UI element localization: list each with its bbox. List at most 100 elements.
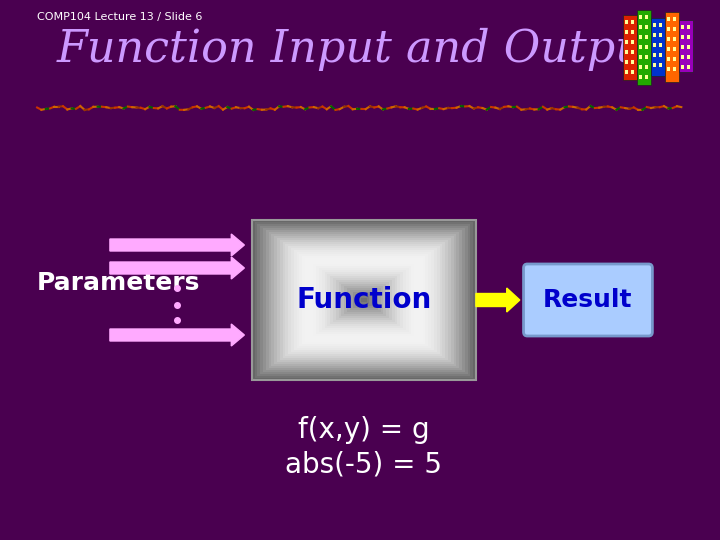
Text: COMP104 Lecture 13 / Slide 6: COMP104 Lecture 13 / Slide 6	[37, 12, 202, 22]
FancyArrow shape	[110, 234, 244, 256]
Bar	[277, 238, 451, 362]
Bar	[645, 55, 648, 59]
Bar	[625, 60, 628, 64]
Bar	[687, 35, 690, 39]
Bar	[305, 258, 423, 342]
Bar	[687, 55, 690, 59]
Bar	[681, 45, 684, 49]
Bar	[667, 67, 670, 71]
Bar	[687, 65, 690, 69]
Bar	[300, 254, 428, 346]
Bar	[673, 67, 676, 71]
Bar	[313, 264, 414, 336]
Bar	[333, 278, 395, 322]
Bar	[673, 17, 676, 21]
Text: Function: Function	[296, 286, 431, 314]
Bar	[263, 228, 464, 372]
Bar	[659, 43, 662, 47]
Text: abs(-5) = 5: abs(-5) = 5	[285, 451, 442, 479]
Bar	[680, 20, 693, 72]
Bar	[280, 240, 448, 360]
Bar	[667, 17, 670, 21]
Bar	[291, 248, 437, 352]
Bar	[659, 23, 662, 27]
Bar	[639, 35, 642, 39]
Bar	[252, 220, 476, 380]
Bar	[645, 25, 648, 29]
Bar	[319, 268, 409, 332]
Bar	[625, 70, 628, 74]
Bar	[653, 63, 656, 67]
Bar	[631, 50, 634, 54]
Bar	[344, 286, 384, 314]
Bar	[625, 20, 628, 24]
Bar	[673, 57, 676, 61]
Bar	[266, 230, 462, 370]
Bar	[353, 292, 375, 308]
Bar	[673, 27, 676, 31]
Bar	[681, 25, 684, 29]
Bar	[347, 288, 381, 312]
Bar	[625, 30, 628, 34]
FancyArrow shape	[110, 324, 244, 346]
Bar	[310, 262, 417, 338]
Bar	[653, 23, 656, 27]
Bar	[350, 290, 378, 310]
Bar	[659, 33, 662, 37]
Bar	[297, 252, 431, 348]
Bar	[624, 15, 636, 80]
Bar	[652, 18, 665, 76]
Bar	[322, 270, 406, 330]
Bar	[631, 70, 634, 74]
Bar	[667, 47, 670, 51]
Bar	[631, 60, 634, 64]
Bar	[659, 63, 662, 67]
Text: Function Input and Output: Function Input and Output	[56, 28, 662, 71]
Bar	[639, 25, 642, 29]
Bar	[667, 27, 670, 31]
Bar	[252, 220, 476, 380]
Bar	[271, 234, 456, 366]
Bar	[653, 43, 656, 47]
Bar	[631, 30, 634, 34]
Bar	[645, 45, 648, 49]
FancyArrow shape	[110, 257, 244, 279]
Bar	[653, 33, 656, 37]
Bar	[639, 65, 642, 69]
Bar	[336, 280, 392, 320]
Bar	[274, 236, 454, 364]
Bar	[258, 224, 470, 376]
Text: Parameters: Parameters	[37, 271, 200, 295]
Text: Result: Result	[543, 288, 633, 312]
Bar	[637, 10, 650, 85]
Bar	[639, 15, 642, 19]
Bar	[255, 222, 473, 378]
Bar	[328, 274, 400, 326]
Bar	[308, 260, 420, 340]
Bar	[639, 75, 642, 79]
Bar	[673, 47, 676, 51]
Bar	[359, 296, 369, 304]
Bar	[681, 65, 684, 69]
Bar	[645, 15, 648, 19]
Bar	[667, 37, 670, 41]
Bar	[625, 50, 628, 54]
FancyBboxPatch shape	[523, 264, 652, 336]
Bar	[639, 45, 642, 49]
Bar	[283, 242, 445, 358]
Bar	[288, 246, 439, 354]
Bar	[653, 53, 656, 57]
FancyArrow shape	[476, 288, 520, 312]
Bar	[325, 272, 403, 328]
Bar	[285, 244, 442, 356]
Bar	[645, 35, 648, 39]
Bar	[681, 35, 684, 39]
Bar	[625, 40, 628, 44]
Bar	[687, 45, 690, 49]
Bar	[645, 65, 648, 69]
Bar	[673, 37, 676, 41]
Bar	[667, 57, 670, 61]
Bar	[361, 298, 366, 302]
Bar	[645, 75, 648, 79]
Bar	[659, 53, 662, 57]
